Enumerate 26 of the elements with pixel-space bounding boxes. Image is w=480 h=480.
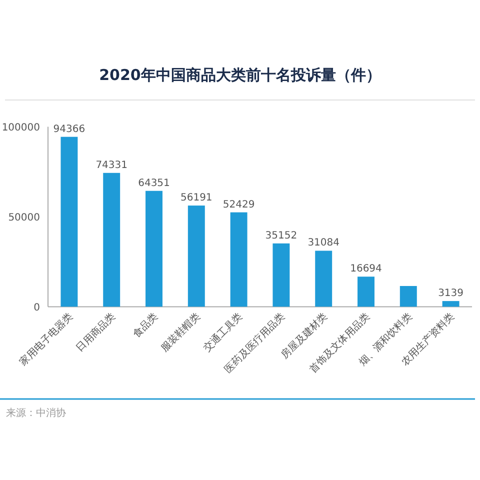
data-label: 16694 [350, 264, 382, 275]
bar [400, 286, 417, 307]
data-label: 35152 [265, 230, 298, 242]
bar [146, 190, 162, 307]
data-label: 56191 [180, 192, 212, 204]
bar [442, 301, 460, 307]
source-note: 来源：中消协 [6, 407, 66, 419]
data-label: 52429 [222, 199, 255, 210]
chart-title: 2020年中国商品大类前十名投诉量（件） [99, 66, 381, 84]
data-label: 94366 [53, 124, 86, 135]
data-label: 31084 [308, 238, 340, 249]
x-tick-label: 服装鞋帽类 [158, 310, 203, 354]
bar [358, 276, 374, 307]
y-tick-label: 100000 [2, 122, 40, 134]
data-label: 74331 [96, 160, 128, 171]
bar [272, 243, 290, 307]
bar [103, 172, 120, 307]
bar [315, 250, 332, 307]
x-tick-label: 食品类 [130, 310, 160, 340]
x-tick-label: 日用商品类 [74, 310, 118, 354]
data-label: 3139 [438, 288, 464, 300]
data-label: 64351 [138, 178, 170, 189]
bar [188, 206, 205, 307]
bar [60, 136, 78, 307]
y-tick-label: 50000 [8, 212, 40, 224]
bar [230, 212, 248, 307]
